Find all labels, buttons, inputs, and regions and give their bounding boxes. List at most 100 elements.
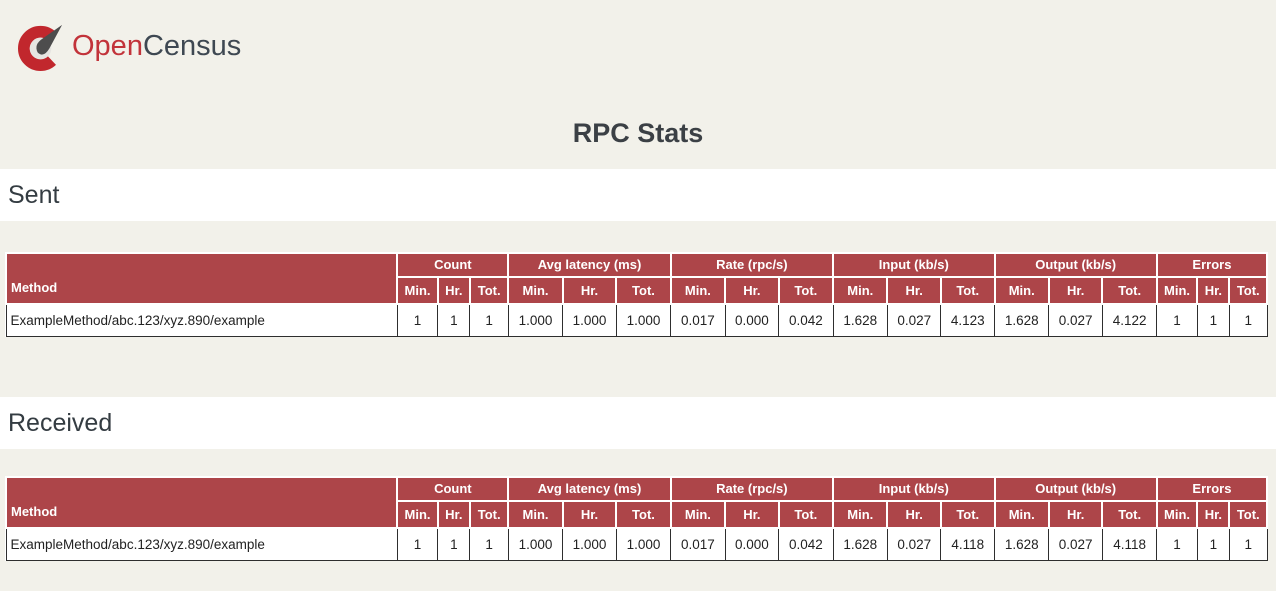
sent-heading-band: Sent [0, 169, 1276, 221]
stat-value-cell: 1.000 [562, 527, 617, 561]
received-heading: Received [8, 408, 113, 437]
sub-header-tot: Tot. [468, 276, 510, 305]
opencensus-gauge-icon [18, 22, 67, 71]
stat-value-cell: 1 [396, 303, 439, 337]
stat-value-cell: 0.042 [778, 527, 834, 561]
group-header-count: Count [396, 252, 510, 278]
group-header-input-kb-s: Input (kb/s) [832, 252, 996, 278]
group-header-avg-latency-ms: Avg latency (ms) [507, 476, 672, 502]
sub-header-min: Min. [832, 500, 889, 529]
stat-value-cell: 0.000 [724, 527, 780, 561]
method-column-header: Method [4, 476, 399, 529]
sub-header-tot: Tot. [1101, 276, 1158, 305]
sub-header-min: Min. [993, 500, 1050, 529]
rpc-stats-table-sent: Method Count Avg latency (ms) Rate (rpc/s) I… [4, 252, 1269, 337]
sub-header-min: Min. [669, 276, 727, 305]
stat-value-cell: 4.118 [1101, 527, 1158, 561]
sub-header-hr: Hr. [724, 276, 780, 305]
sub-header-hr: Hr. [886, 500, 942, 529]
table-row: ExampleMethod/abc.123/xyz.890/example 1 1 1… [5, 527, 1268, 561]
method-cell: ExampleMethod/abc.123/xyz.890/example [5, 527, 398, 561]
stat-value-cell: 1 [1228, 527, 1268, 561]
stat-value-cell: 1 [437, 527, 471, 561]
stat-value-cell: 1.000 [507, 303, 564, 337]
sub-header-hr: Hr. [1047, 276, 1104, 305]
stat-value-cell: 4.123 [940, 303, 995, 337]
stat-value-cell: 1 [1196, 527, 1230, 561]
stat-value-cell: 1 [469, 303, 509, 337]
stat-value-cell: 1.000 [615, 527, 672, 561]
sub-header-min: Min. [507, 276, 564, 305]
sub-header-tot: Tot. [1228, 276, 1268, 305]
sub-header-hr: Hr. [886, 276, 942, 305]
section-sent: Sent Method Count Avg latency (ms) Rate (rp… [0, 169, 1276, 337]
stat-value-cell: 1.628 [832, 303, 888, 337]
group-header-rate-rpc-s: Rate (rpc/s) [669, 476, 835, 502]
stat-value-cell: 1 [1156, 527, 1198, 561]
sub-header-tot: Tot. [777, 500, 835, 529]
sub-header-hr: Hr. [436, 500, 471, 529]
stat-value-cell: 0.000 [724, 303, 780, 337]
stat-value-cell: 1 [1228, 303, 1268, 337]
method-column-header: Method [4, 252, 399, 305]
stat-value-cell: 1 [396, 527, 439, 561]
stat-value-cell: 0.027 [1048, 527, 1103, 561]
stat-value-cell: 0.017 [670, 303, 726, 337]
stat-value-cell: 1 [437, 303, 471, 337]
opencensus-logo-link[interactable]: OpenCensus [18, 20, 241, 71]
group-header-output-kb-s: Output (kb/s) [993, 252, 1158, 278]
table-row: ExampleMethod/abc.123/xyz.890/example 1 1 1… [5, 303, 1268, 337]
stat-value-cell: 1.000 [507, 527, 564, 561]
method-cell: ExampleMethod/abc.123/xyz.890/example [5, 303, 398, 337]
sub-header-hr: Hr. [561, 276, 618, 305]
group-header-rate-rpc-s: Rate (rpc/s) [669, 252, 835, 278]
sub-header-min: Min. [832, 276, 889, 305]
stat-value-cell: 0.027 [886, 527, 942, 561]
sub-header-tot: Tot. [777, 276, 835, 305]
rpc-stats-table-received: Method Count Avg latency (ms) Rate (rpc/s) I… [4, 476, 1269, 561]
stat-value-cell: 4.118 [940, 527, 995, 561]
group-header-output-kb-s: Output (kb/s) [993, 476, 1158, 502]
page-title: RPC Stats [572, 118, 704, 148]
sub-header-tot: Tot. [468, 500, 510, 529]
sub-header-min: Min. [396, 500, 439, 529]
sub-header-tot: Tot. [615, 500, 672, 529]
sub-header-tot: Tot. [939, 276, 996, 305]
stat-value-cell: 1.628 [993, 303, 1050, 337]
sub-header-hr: Hr. [724, 500, 780, 529]
brand-name: OpenCensus [72, 21, 241, 71]
sub-header-min: Min. [396, 276, 439, 305]
group-header-input-kb-s: Input (kb/s) [832, 476, 996, 502]
stat-value-cell: 0.017 [670, 527, 726, 561]
group-header-count: Count [396, 476, 510, 502]
stat-value-cell: 0.042 [778, 303, 834, 337]
stat-value-cell: 1.000 [562, 303, 617, 337]
brand-census-text: Census [142, 29, 242, 62]
group-header-errors: Errors [1155, 252, 1269, 278]
group-header-avg-latency-ms: Avg latency (ms) [507, 252, 672, 278]
stat-value-cell: 1.000 [615, 303, 672, 337]
stat-value-cell: 1.628 [832, 527, 888, 561]
sub-header-min: Min. [1155, 276, 1199, 305]
sub-header-min: Min. [993, 276, 1050, 305]
group-header-errors: Errors [1155, 476, 1269, 502]
sub-header-hr: Hr. [1196, 276, 1231, 305]
sub-header-min: Min. [669, 500, 727, 529]
sent-heading: Sent [8, 180, 60, 209]
received-heading-band: Received [0, 397, 1276, 449]
brand-open-text: Open [72, 29, 143, 62]
stat-value-cell: 1.628 [993, 527, 1050, 561]
sub-header-hr: Hr. [561, 500, 618, 529]
sub-header-hr: Hr. [436, 276, 471, 305]
stat-value-cell: 1 [469, 527, 509, 561]
sub-header-tot: Tot. [1228, 500, 1268, 529]
stat-value-cell: 1 [1196, 303, 1230, 337]
stat-value-cell: 0.027 [886, 303, 942, 337]
sub-header-min: Min. [507, 500, 564, 529]
section-received: Received Method Count Avg latency (ms) Rate… [0, 397, 1276, 561]
sub-header-hr: Hr. [1047, 500, 1104, 529]
stat-value-cell: 4.122 [1101, 303, 1158, 337]
header: OpenCensus [0, 0, 1276, 72]
sub-header-tot: Tot. [1101, 500, 1158, 529]
sub-header-min: Min. [1155, 500, 1199, 529]
